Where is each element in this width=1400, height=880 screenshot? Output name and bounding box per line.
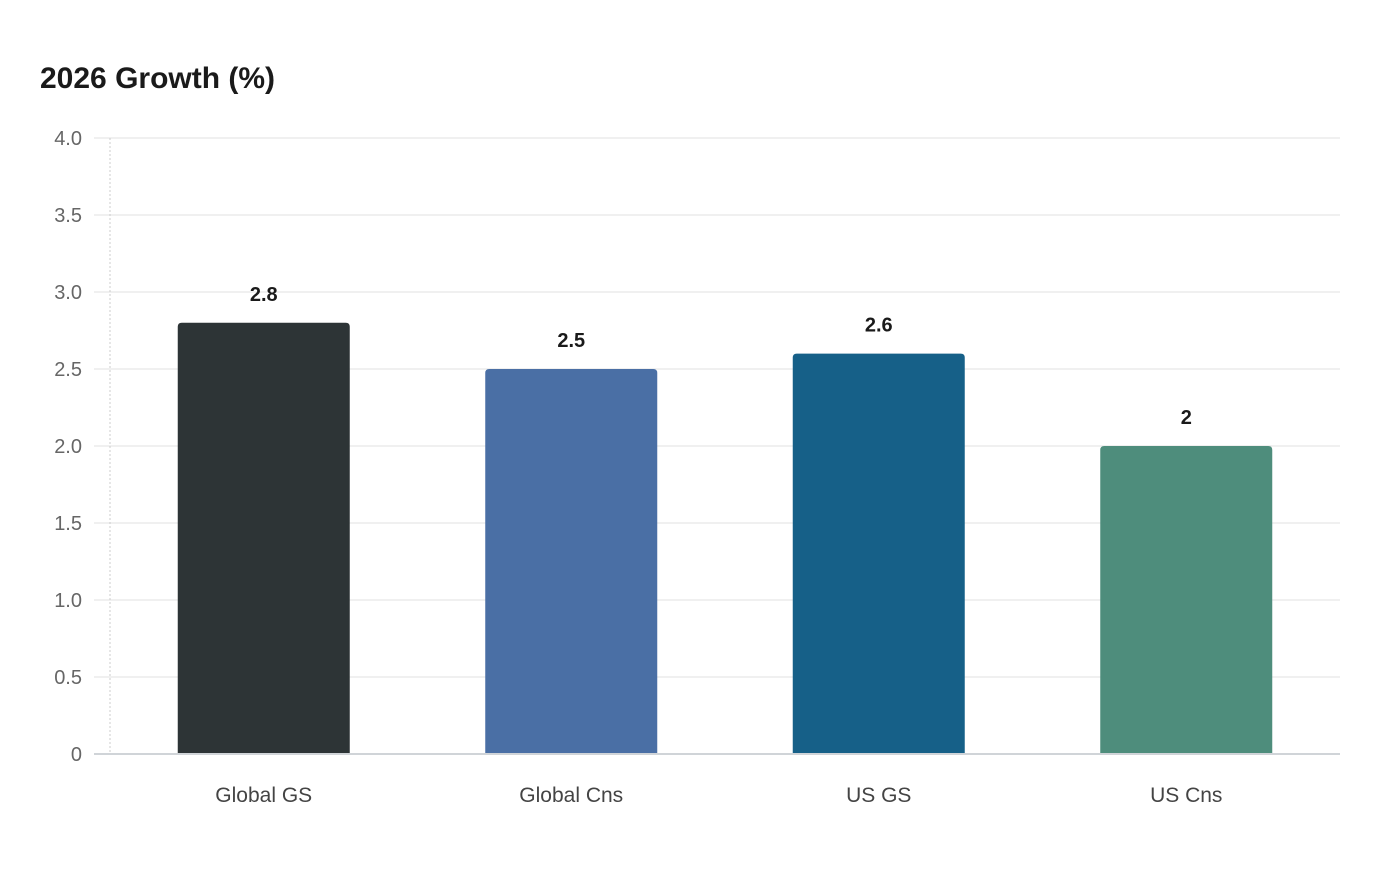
y-tick-label: 0.5 bbox=[54, 667, 82, 689]
bar-us-gs bbox=[792, 353, 965, 754]
data-label: 2 bbox=[1181, 407, 1192, 429]
y-tick-label: 2.5 bbox=[54, 359, 82, 381]
bar-global-gs bbox=[177, 322, 350, 754]
bar-us-cns bbox=[1100, 446, 1273, 754]
chart-title: 2026 Growth (%) bbox=[40, 62, 276, 95]
y-tick-label: 0 bbox=[71, 744, 82, 766]
y-tick-label: 1.0 bbox=[54, 590, 82, 612]
data-label: 2.5 bbox=[557, 330, 585, 352]
y-tick-label: 4.0 bbox=[54, 128, 82, 150]
y-tick-label: 3.0 bbox=[54, 282, 82, 304]
x-tick-label: Global GS bbox=[215, 784, 312, 807]
y-tick-label: 1.5 bbox=[54, 513, 82, 535]
data-label: 2.6 bbox=[865, 315, 893, 337]
x-tick-label: Global Cns bbox=[519, 784, 623, 807]
bar-global-cns bbox=[485, 369, 658, 754]
data-label: 2.8 bbox=[250, 284, 278, 306]
x-tick-label: US GS bbox=[846, 784, 911, 807]
x-tick-label: US Cns bbox=[1150, 784, 1222, 807]
y-tick-label: 3.5 bbox=[54, 205, 82, 227]
y-tick-label: 2.0 bbox=[54, 436, 82, 458]
